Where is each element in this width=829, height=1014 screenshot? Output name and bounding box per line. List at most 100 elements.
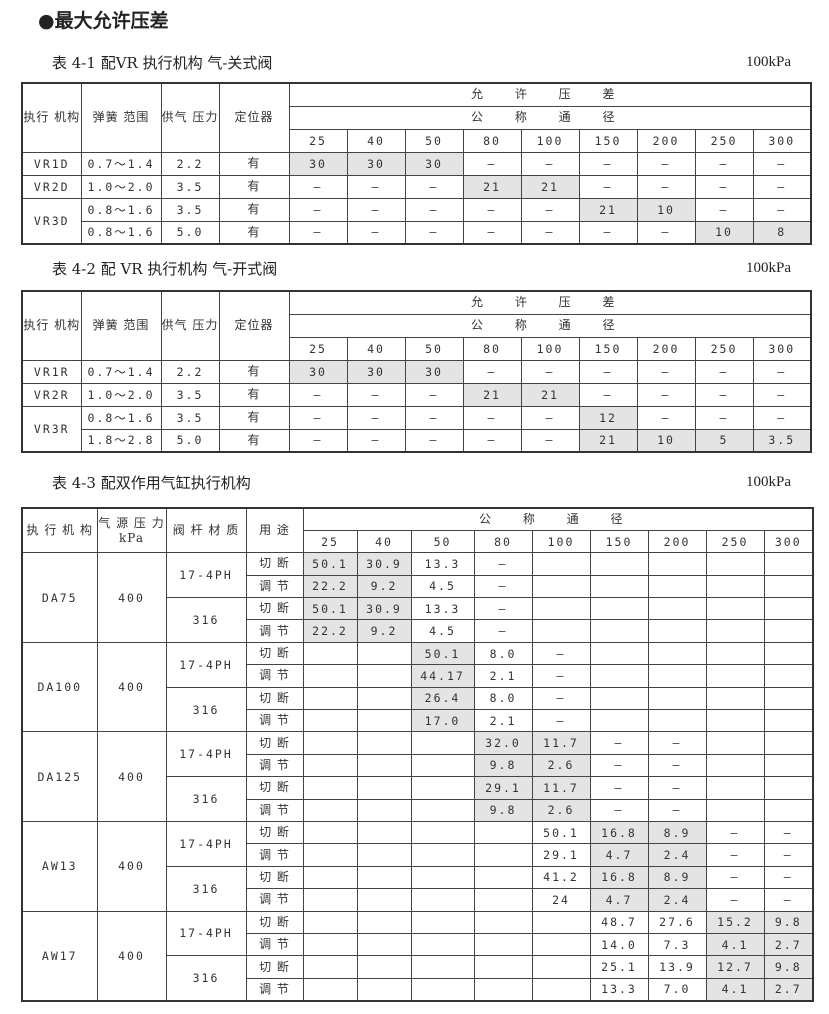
pressure-diff-value bbox=[763, 731, 814, 755]
pressure-diff-value: — bbox=[531, 664, 591, 688]
pressure-diff-value: 21 bbox=[578, 197, 638, 222]
pressure-diff-value: 50.1 bbox=[410, 641, 475, 666]
header-diameter: 40 bbox=[346, 336, 406, 361]
pressure-diff-value: — bbox=[520, 197, 580, 222]
source-pressure: 400 bbox=[96, 552, 167, 643]
section-heading: ●最大允许压差 bbox=[38, 10, 169, 32]
pressure-diff-value bbox=[763, 686, 814, 711]
pressure-diff-value bbox=[356, 753, 412, 778]
pressure-diff-value: 21 bbox=[520, 174, 580, 199]
pressure-diff-value: 30 bbox=[346, 151, 406, 176]
pressure-diff-value: — bbox=[694, 151, 754, 176]
pressure-diff-value: — bbox=[346, 174, 406, 199]
pressure-diff-value: 32.0 bbox=[473, 731, 533, 755]
header-source-pressure: 气 源 压 力 kPa bbox=[96, 507, 167, 554]
pressure-diff-value bbox=[763, 574, 814, 599]
usage: 切 断 bbox=[245, 955, 304, 979]
pressure-diff-value: 11.7 bbox=[531, 776, 591, 800]
pressure-diff-value bbox=[647, 641, 707, 666]
pressure-diff-value bbox=[473, 910, 533, 934]
pressure-diff-value: 22.2 bbox=[302, 574, 358, 599]
pressure-diff-value: — bbox=[694, 405, 754, 430]
spring-range: 0.8～1.6 bbox=[80, 197, 162, 222]
pressure-diff-value: 17.0 bbox=[410, 709, 475, 733]
header-positioner: 定位器 bbox=[218, 82, 290, 153]
header-diameter: 150 bbox=[589, 529, 649, 554]
spring-range: 0.8～1.6 bbox=[80, 405, 162, 430]
stem-material: 316 bbox=[165, 955, 247, 1002]
pressure-diff-value bbox=[473, 932, 533, 957]
stem-material: 17-4PH bbox=[165, 552, 247, 599]
header-diameter: 80 bbox=[462, 128, 522, 153]
header-diameter: 250 bbox=[694, 128, 754, 153]
header-diameter: 40 bbox=[346, 128, 406, 153]
spring-range: 1.0～2.0 bbox=[80, 174, 162, 199]
pressure-diff-value: 10 bbox=[694, 220, 754, 245]
pressure-diff-value: 14.0 bbox=[589, 932, 649, 957]
header-positioner: 定位器 bbox=[218, 290, 290, 361]
pressure-diff-value bbox=[763, 709, 814, 733]
usage: 切 断 bbox=[245, 597, 304, 621]
pressure-diff-value: 27.6 bbox=[647, 910, 707, 934]
pressure-diff-value bbox=[589, 597, 649, 621]
pressure-diff-value bbox=[356, 843, 412, 867]
pressure-diff-value bbox=[473, 843, 533, 867]
header-spring-range: 弹簧 范围 bbox=[80, 290, 162, 361]
header-nominal-diameter: 公 称 通 径 bbox=[288, 105, 812, 130]
pressure-diff-value: — bbox=[346, 197, 406, 222]
pressure-diff-value: — bbox=[636, 359, 696, 384]
positioner: 有 bbox=[218, 174, 290, 199]
pressure-diff-value: — bbox=[636, 220, 696, 245]
usage: 调 节 bbox=[245, 932, 304, 957]
pressure-diff-value bbox=[705, 619, 765, 643]
pressure-diff-value: 2.6 bbox=[531, 753, 591, 778]
pressure-diff-value: — bbox=[288, 428, 348, 453]
spring-range: 0.7～1.4 bbox=[80, 359, 162, 384]
pressure-diff-value: — bbox=[288, 220, 348, 245]
usage: 调 节 bbox=[245, 977, 304, 1002]
pressure-diff-value bbox=[302, 664, 358, 688]
header-nominal-diameter: 公 称 通 径 bbox=[302, 507, 814, 531]
pressure-diff-value: 29.1 bbox=[531, 843, 591, 867]
pressure-diff-value: 30 bbox=[346, 359, 406, 384]
pressure-diff-value bbox=[473, 865, 533, 890]
pressure-diff-value: — bbox=[694, 197, 754, 222]
pressure-diff-value: — bbox=[520, 220, 580, 245]
usage: 切 断 bbox=[245, 641, 304, 666]
pressure-diff-value bbox=[302, 753, 358, 778]
table3-caption: 表 4-3 配双作用气缸执行机构 bbox=[52, 474, 251, 492]
pressure-diff-value: 5 bbox=[694, 428, 754, 453]
header-actuator: 执 行 机 构 bbox=[21, 507, 98, 554]
supply-pressure: 5.0 bbox=[160, 428, 220, 453]
pressure-diff-value: — bbox=[589, 753, 649, 778]
pressure-diff-value: — bbox=[578, 174, 638, 199]
pressure-diff-value bbox=[589, 664, 649, 688]
header-diameter: 40 bbox=[356, 529, 412, 554]
actuator-model: VR3D bbox=[21, 197, 82, 245]
header-diameter: 50 bbox=[410, 529, 475, 554]
pressure-diff-value: — bbox=[404, 197, 464, 222]
pressure-diff-value: 44.17 bbox=[410, 664, 475, 688]
usage: 调 节 bbox=[245, 709, 304, 733]
usage: 切 断 bbox=[245, 820, 304, 845]
pressure-diff-value bbox=[302, 910, 358, 934]
pressure-diff-value bbox=[410, 753, 475, 778]
actuator-model: VR3R bbox=[21, 405, 82, 453]
pressure-diff-value bbox=[763, 776, 814, 800]
pressure-diff-value: 2.1 bbox=[473, 709, 533, 733]
pressure-diff-value: 16.8 bbox=[589, 820, 649, 845]
pressure-diff-value bbox=[589, 641, 649, 666]
pressure-diff-value bbox=[410, 731, 475, 755]
pressure-diff-value bbox=[410, 776, 475, 800]
pressure-diff-value bbox=[763, 552, 814, 576]
pressure-diff-value: — bbox=[705, 888, 765, 912]
positioner: 有 bbox=[218, 359, 290, 384]
pressure-diff-value: — bbox=[752, 151, 812, 176]
pressure-diff-value: — bbox=[647, 798, 707, 822]
pressure-diff-value: 15.2 bbox=[705, 910, 765, 934]
header-diameter: 25 bbox=[302, 529, 358, 554]
pressure-diff-value bbox=[302, 932, 358, 957]
source-pressure: 400 bbox=[96, 820, 167, 912]
pressure-diff-value bbox=[356, 709, 412, 733]
pressure-diff-value: — bbox=[763, 888, 814, 912]
